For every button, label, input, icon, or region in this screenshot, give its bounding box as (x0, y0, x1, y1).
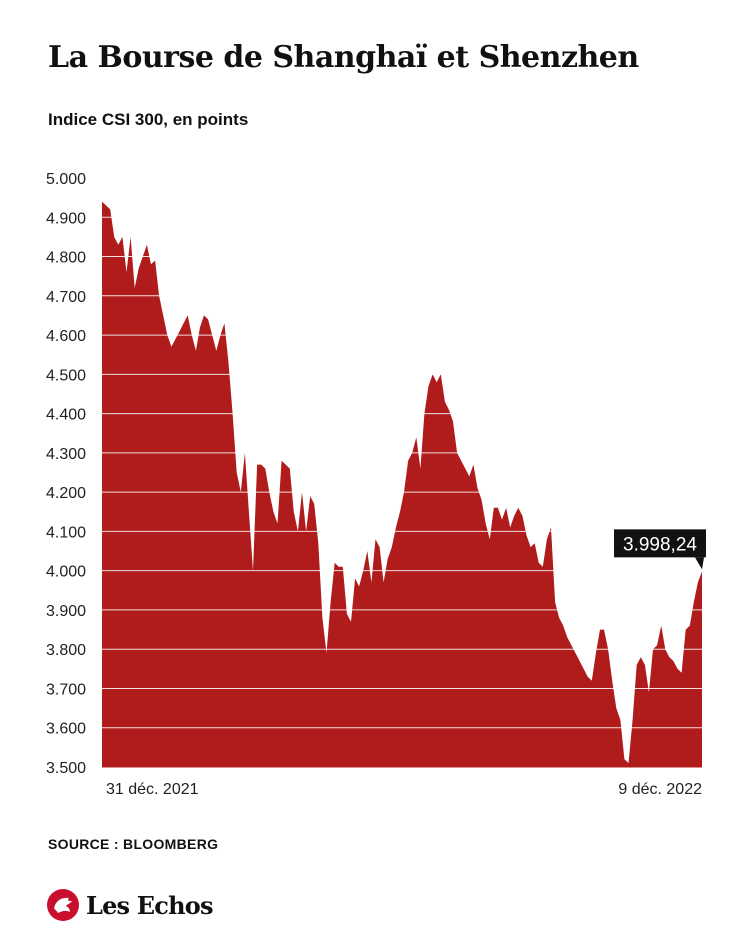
x-axis-start-label: 31 déc. 2021 (106, 781, 199, 798)
y-tick-label: 4.700 (46, 289, 86, 306)
y-tick-label: 3.700 (46, 681, 86, 698)
y-tick-label: 4.200 (46, 485, 86, 502)
chart-subtitle: Indice CSI 300, en points (48, 110, 249, 129)
y-tick-label: 4.000 (46, 564, 86, 581)
y-tick-label: 3.600 (46, 721, 86, 738)
brand-logo: Les Echos (46, 888, 213, 922)
source-note: SOURCE : BLOOMBERG (48, 836, 219, 852)
y-tick-label: 3.500 (46, 760, 86, 777)
y-tick-label: 3.900 (46, 603, 86, 620)
y-tick-label: 4.300 (46, 446, 86, 463)
last-value-label: 3.998,24 (623, 534, 697, 555)
lesechos-lion-icon (47, 889, 79, 921)
x-axis-end-label: 9 déc. 2022 (618, 781, 702, 798)
chart-title: La Bourse de Shanghaï et Shenzhen (48, 40, 639, 75)
y-tick-label: 4.400 (46, 407, 86, 424)
series-area (102, 201, 702, 768)
y-tick-label: 4.900 (46, 210, 86, 227)
csi300-area-chart: 5.000 4.900 4.800 4.700 4.600 4.500 4.400 4.300… (46, 171, 706, 798)
brand-wordmark: Les Echos (86, 890, 213, 920)
last-value-pointer (695, 557, 704, 570)
last-value-box (614, 529, 706, 558)
last-value-callout: 3.998,24 (614, 529, 706, 570)
gridlines (102, 177, 702, 768)
y-tick-label: 5.000 (46, 171, 86, 188)
y-tick-label: 4.100 (46, 524, 86, 541)
y-tick-label: 4.800 (46, 250, 86, 267)
y-tick-label: 4.500 (46, 367, 86, 384)
y-axis-labels: 5.000 4.900 4.800 4.700 4.600 4.500 4.400 4.300… (46, 171, 86, 777)
y-tick-label: 4.600 (46, 328, 86, 345)
y-tick-label: 3.800 (46, 642, 86, 659)
